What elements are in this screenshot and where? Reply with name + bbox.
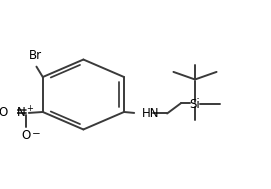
Text: Br: Br bbox=[29, 50, 42, 62]
Text: O: O bbox=[22, 129, 31, 142]
Text: Si: Si bbox=[190, 98, 200, 111]
Text: N: N bbox=[17, 106, 26, 119]
Text: −: − bbox=[32, 129, 41, 139]
Text: +: + bbox=[26, 104, 33, 113]
Text: HN: HN bbox=[142, 107, 159, 120]
Text: O: O bbox=[0, 106, 8, 119]
